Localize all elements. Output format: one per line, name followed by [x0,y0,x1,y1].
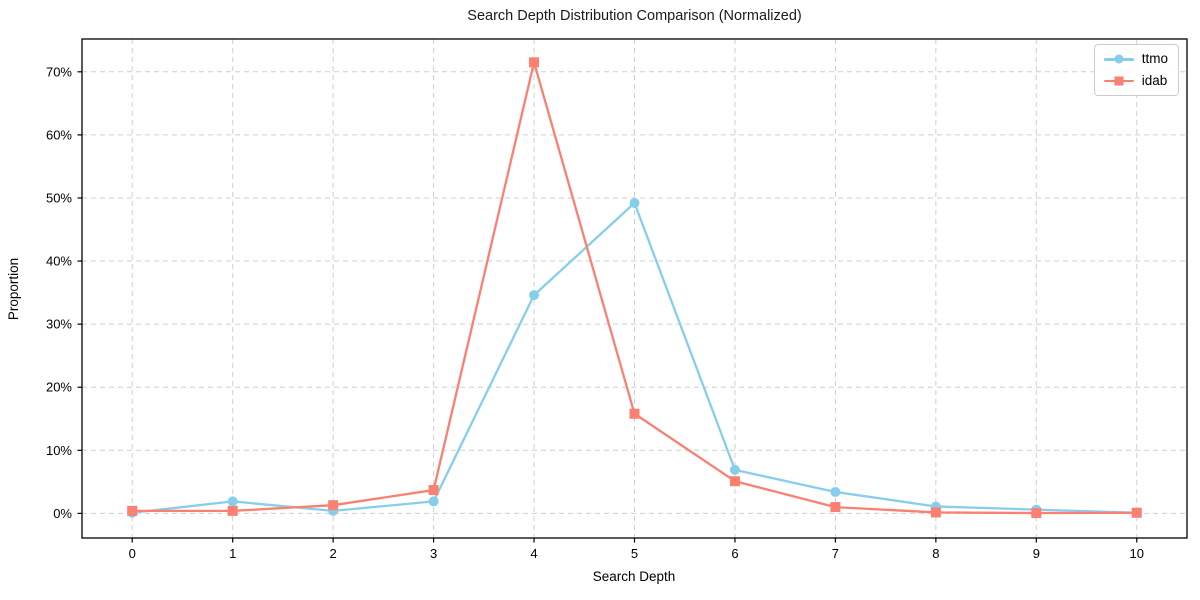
x-tick-label: 6 [731,546,738,561]
data-point-ttmo [729,464,740,475]
y-tick-label: 20% [46,380,72,395]
legend-item-idab: idab [1103,72,1168,89]
circle-marker-icon [1114,54,1124,64]
y-tick-label: 40% [46,254,72,269]
data-point-idab [930,507,941,518]
data-point-idab [830,502,841,513]
data-point-idab [529,57,540,68]
legend-label: ttmo [1141,51,1168,66]
x-tick-label: 7 [832,546,839,561]
x-tick-label: 5 [631,546,638,561]
x-tick-label: 1 [229,546,236,561]
y-tick-label: 70% [46,64,72,79]
x-axis-label: Search Depth [593,569,676,584]
data-point-ttmo [830,486,841,497]
data-point-ttmo [428,496,439,507]
data-point-ttmo [227,496,238,507]
data-point-idab [1131,507,1142,518]
x-tick-label: 9 [1033,546,1040,561]
data-series [127,57,1142,519]
y-tick-label: 10% [46,443,72,458]
x-tick-label: 10 [1130,546,1144,561]
data-point-idab [1031,508,1042,519]
data-point-idab [227,505,238,516]
data-point-ttmo [629,198,640,209]
data-point-ttmo [529,290,540,301]
x-tick-label: 0 [129,546,136,561]
x-tick-label: 2 [330,546,337,561]
legend-swatch-ttmo [1103,53,1134,65]
axis-tick-labels: 0 1 2 3 4 5 6 7 8 9 10 0% 10% 20% 30% 40% 50% 60% 70% [46,64,1144,561]
data-point-idab [127,505,138,516]
y-tick-label: 30% [46,317,72,332]
data-point-idab [729,476,740,487]
square-marker-icon [1114,76,1124,86]
legend-item-ttmo: ttmo [1103,51,1168,67]
data-point-idab [428,485,439,496]
legend: ttmo idab [1093,44,1179,96]
chart-title: Search Depth Distribution Comparison (No… [467,8,802,24]
axis-ticks [77,71,1138,543]
x-tick-label: 8 [932,546,939,561]
legend-label: idab [1141,72,1168,88]
y-tick-label: 60% [46,127,72,142]
y-tick-label: 50% [46,190,72,205]
x-tick-label: 4 [530,546,537,561]
y-tick-label: 0% [53,506,72,521]
x-tick-label: 3 [430,546,437,561]
y-axis-label: Proportion [6,258,21,320]
data-point-idab [328,500,339,511]
data-point-idab [629,408,640,419]
legend-swatch-idab [1103,75,1134,87]
gridlines [82,39,1187,538]
